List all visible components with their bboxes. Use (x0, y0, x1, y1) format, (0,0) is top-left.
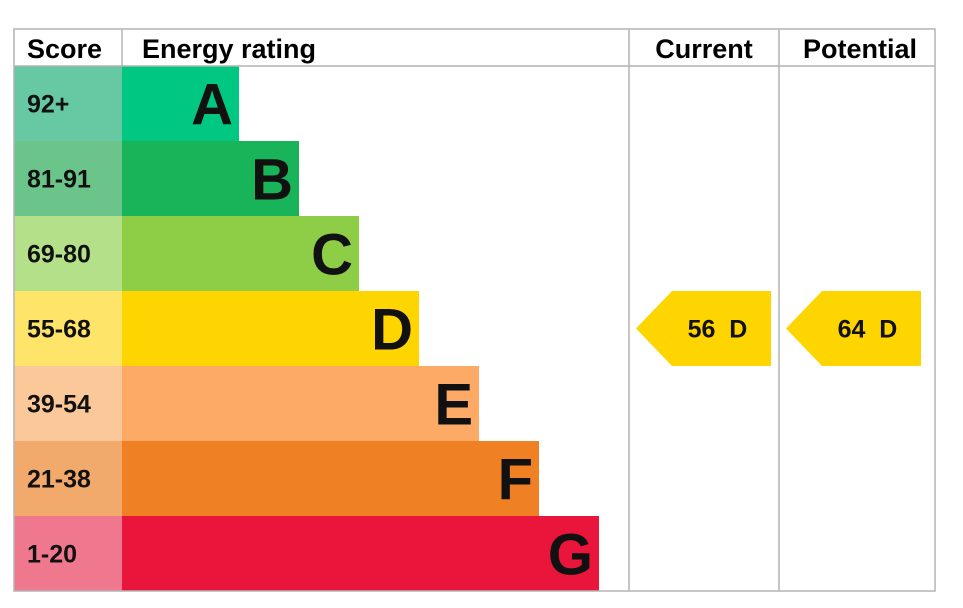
rating-arrows: 56 D 64 D (636, 291, 921, 366)
rating-letter-e: E (434, 373, 473, 438)
rating-letter-b: B (251, 148, 293, 213)
score-cell-e (14, 366, 122, 441)
score-range-b: 81-91 (27, 166, 91, 194)
rating-letter-d: D (371, 298, 413, 363)
current-rating-arrow (636, 291, 771, 366)
rating-letter-f: F (498, 448, 533, 513)
score-range-a: 92+ (27, 91, 69, 119)
current-rating-label: 56 D (688, 316, 748, 344)
score-range-d: 55-68 (27, 316, 91, 344)
header-potential: Potential (803, 34, 917, 64)
score-cell-d (14, 291, 122, 366)
score-range-g: 1-20 (27, 541, 77, 569)
score-range-f: 21-38 (27, 466, 91, 494)
rating-bar-a (122, 66, 239, 141)
potential-rating-label: 64 D (838, 316, 898, 344)
score-range-c: 69-80 (27, 241, 91, 269)
rating-bar-e (122, 366, 479, 441)
header-current: Current (655, 34, 753, 64)
table-grid (13, 28, 936, 592)
rating-bar-b (122, 141, 299, 216)
header-energy-rating: Energy rating (142, 34, 316, 64)
rating-letter-c: C (311, 223, 353, 288)
score-cell-a (14, 66, 122, 141)
score-cell-f (14, 441, 122, 516)
rating-bar-g (122, 516, 599, 591)
rating-letter-g: G (548, 523, 593, 588)
potential-rating-arrow (786, 291, 921, 366)
rating-bar-f (122, 441, 539, 516)
score-range-e: 39-54 (27, 391, 91, 419)
score-cells: 92+ 81-91 69-80 55-68 39-54 21-38 1-20 (14, 66, 122, 591)
score-cell-c (14, 216, 122, 291)
score-cell-g (14, 516, 122, 591)
score-cell-b (14, 141, 122, 216)
rating-letter-a: A (191, 73, 233, 138)
rating-bar-c (122, 216, 359, 291)
rating-bar-d (122, 291, 419, 366)
header-score: Score (27, 34, 102, 64)
